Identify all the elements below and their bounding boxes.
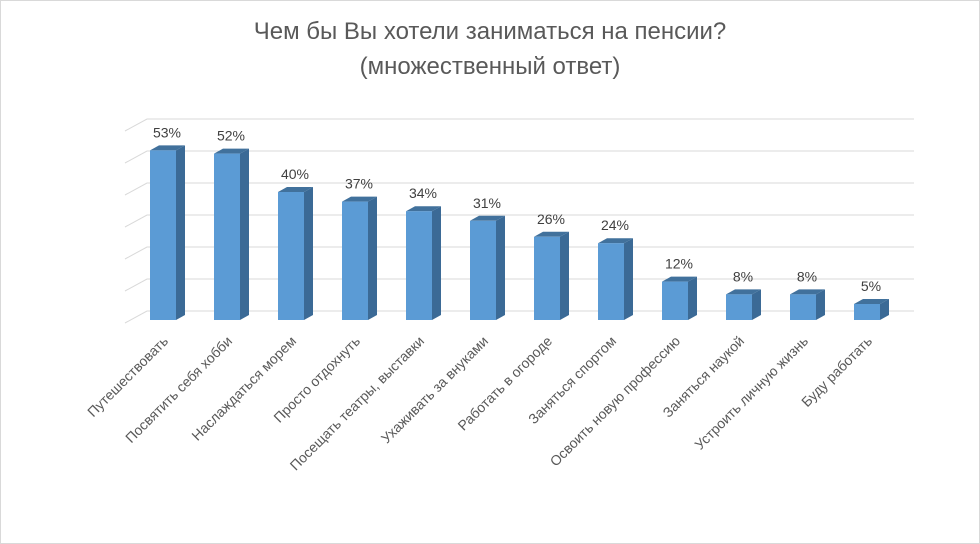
data-label: 8% [797, 268, 817, 284]
gridlines [124, 118, 914, 324]
bar-top [726, 289, 761, 295]
data-label: 31% [473, 195, 501, 211]
bar-side [368, 196, 377, 320]
category-label: Освоить новую профессию [547, 333, 684, 470]
bar [278, 187, 313, 320]
data-label: 26% [537, 211, 565, 227]
bar-front [534, 236, 560, 320]
gridline [124, 150, 914, 164]
bar-front [726, 294, 752, 320]
bar-top [150, 145, 185, 151]
data-label: 53% [153, 124, 181, 140]
bar-top [342, 196, 377, 202]
category-label: Посещать театры, выставки [287, 333, 428, 474]
bar-side [496, 215, 505, 320]
category-label: Ухаживать за внуками [378, 333, 491, 446]
category-label: Устроить личную жизнь [691, 333, 811, 453]
bar-front [278, 192, 304, 320]
data-label: 37% [345, 176, 373, 192]
bar-top [534, 231, 569, 237]
bars [150, 145, 889, 320]
bar-front [342, 201, 368, 320]
bar-top [406, 206, 441, 212]
bar-top [854, 299, 889, 304]
bar-side [304, 187, 313, 320]
bar [214, 148, 249, 320]
bar-top [790, 289, 825, 295]
gridline [124, 246, 914, 260]
bar-side [432, 206, 441, 320]
category-label: Наслаждаться морем [188, 333, 299, 444]
bar [854, 299, 889, 320]
bar [662, 276, 697, 320]
bar [790, 289, 825, 320]
bar-side [880, 299, 889, 320]
bar [534, 231, 569, 320]
bar [470, 215, 505, 320]
bar-side [688, 276, 697, 320]
data-label: 40% [281, 166, 309, 182]
bar-side [816, 289, 825, 320]
bar-front [406, 211, 432, 320]
bar-top [278, 187, 313, 192]
data-label: 5% [861, 278, 881, 294]
chart-title-line-1: Чем бы Вы хотели заниматься на пенсии? [253, 18, 727, 45]
gridline [124, 182, 914, 196]
category-label: Посвятить себя хобби [122, 333, 235, 446]
bar-front [150, 150, 176, 320]
bar [726, 289, 761, 320]
bar-side [624, 238, 633, 320]
bar-front [214, 153, 240, 320]
bar-front [662, 281, 688, 320]
bar-side [240, 148, 249, 320]
gridline [124, 310, 914, 324]
bar-front [470, 220, 496, 320]
bar [150, 145, 185, 320]
chart-title-line-2: (множественный ответ) [359, 53, 621, 80]
bar-top [214, 148, 249, 154]
bar-side [752, 289, 761, 320]
bar-top [598, 238, 633, 244]
data-label: 24% [601, 217, 629, 233]
bar-front [598, 243, 624, 320]
gridline [124, 118, 914, 132]
bar-side [176, 145, 185, 320]
chart-title: Чем бы Вы хотели заниматься на пенсии? (… [0, 14, 980, 84]
bar [598, 238, 633, 320]
bar-top [470, 215, 505, 221]
bar-top [662, 276, 697, 282]
gridline [124, 278, 914, 292]
bar [406, 206, 441, 320]
data-label: 12% [665, 256, 693, 272]
data-label: 8% [733, 268, 753, 284]
data-label: 34% [409, 185, 437, 201]
gridline [124, 214, 914, 228]
bar-side [560, 231, 569, 320]
data-labels: 53% 52% 40% 37% 34% 31% 26% 24% 12% 8% 8% 5% [153, 124, 881, 294]
bar-front [790, 294, 816, 320]
bar [342, 196, 377, 320]
bar-front [854, 304, 880, 320]
data-label: 52% [217, 128, 245, 144]
